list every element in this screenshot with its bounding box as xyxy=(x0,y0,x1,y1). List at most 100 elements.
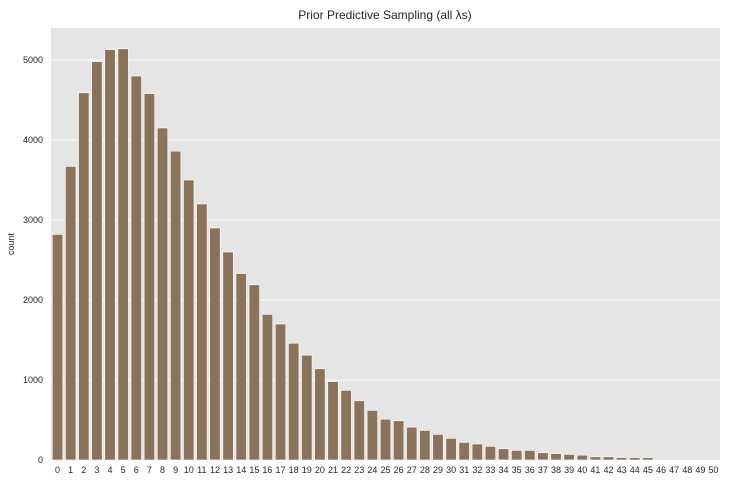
x-tick-label: 6 xyxy=(134,465,139,475)
y-tick-label: 0 xyxy=(38,455,43,465)
bar-18 xyxy=(288,342,300,461)
bar-41 xyxy=(589,456,601,461)
bar-35 xyxy=(511,450,523,461)
x-tick-label: 32 xyxy=(472,465,482,475)
y-tick-label: 5000 xyxy=(23,55,43,65)
x-tick-label: 15 xyxy=(249,465,259,475)
x-tick-label: 28 xyxy=(420,465,430,475)
x-tick-label: 0 xyxy=(55,465,60,475)
bar-1 xyxy=(65,166,77,461)
bar-30 xyxy=(445,438,457,461)
x-tick-label: 44 xyxy=(630,465,640,475)
bar-7 xyxy=(143,93,155,461)
bar-42 xyxy=(602,456,615,461)
y-tick-label: 4000 xyxy=(23,135,43,145)
bar-33 xyxy=(484,446,496,461)
x-tick-label: 25 xyxy=(380,465,390,475)
bar-11 xyxy=(196,203,208,461)
y-axis-label: count xyxy=(6,232,16,255)
x-tick-label: 30 xyxy=(446,465,456,475)
x-tick-label: 5 xyxy=(121,465,126,475)
bar-3 xyxy=(91,61,103,461)
x-tick-label: 12 xyxy=(210,465,220,475)
x-tick-label: 1 xyxy=(68,465,73,475)
x-tick-label: 9 xyxy=(173,465,178,475)
bar-6 xyxy=(130,75,142,461)
bar-39 xyxy=(563,454,575,461)
x-tick-label: 38 xyxy=(551,465,561,475)
bar-26 xyxy=(393,420,405,461)
x-tick-label: 34 xyxy=(499,465,509,475)
x-tick-labels: 0 1 2 3 4 5 6 7 8 9 10 11 12 13 14 15 16 17 18 19 20 21 22 23 24… xyxy=(55,465,718,475)
x-tick-label: 49 xyxy=(695,465,705,475)
bar-5 xyxy=(117,48,129,461)
x-tick-label: 35 xyxy=(512,465,522,475)
chart-title: Prior Predictive Sampling (all λs) xyxy=(298,8,471,22)
x-tick-label: 11 xyxy=(197,465,206,475)
bar-29 xyxy=(432,434,444,461)
x-tick-label: 23 xyxy=(354,465,364,475)
y-tick-label: 3000 xyxy=(23,215,43,225)
bar-37 xyxy=(537,452,549,461)
x-tick-label: 13 xyxy=(223,465,233,475)
bar-0 xyxy=(52,234,64,461)
x-tick-label: 41 xyxy=(590,465,600,475)
bar-14 xyxy=(235,273,247,461)
x-tick-label: 17 xyxy=(276,465,286,475)
y-tick-labels: 0 1000 2000 3000 4000 5000 xyxy=(23,55,43,465)
x-tick-label: 46 xyxy=(656,465,666,475)
bar-38 xyxy=(550,453,562,461)
bar-15 xyxy=(248,284,260,461)
x-tick-label: 16 xyxy=(262,465,272,475)
x-tick-label: 37 xyxy=(538,465,548,475)
x-tick-label: 2 xyxy=(81,465,86,475)
y-tick-label: 2000 xyxy=(23,295,43,305)
x-tick-label: 36 xyxy=(525,465,535,475)
x-tick-label: 50 xyxy=(708,465,718,475)
bar-22 xyxy=(340,390,352,461)
x-tick-label: 8 xyxy=(160,465,165,475)
bar-10 xyxy=(183,179,195,461)
bar-31 xyxy=(458,442,470,461)
bar-27 xyxy=(406,426,418,461)
x-tick-label: 39 xyxy=(564,465,574,475)
x-tick-label: 10 xyxy=(184,465,194,475)
x-tick-label: 24 xyxy=(367,465,377,475)
bar-4 xyxy=(104,49,116,461)
bar-20 xyxy=(314,368,326,461)
x-tick-label: 48 xyxy=(682,465,692,475)
bar-40 xyxy=(576,454,588,461)
bars xyxy=(52,48,719,461)
bar-24 xyxy=(366,410,378,461)
bar-43 xyxy=(616,457,628,461)
bar-23 xyxy=(353,400,365,461)
x-tick-label: 20 xyxy=(315,465,325,475)
bar-47 xyxy=(668,458,680,461)
x-tick-label: 26 xyxy=(394,465,404,475)
x-tick-label: 18 xyxy=(289,465,299,475)
bar-32 xyxy=(471,443,483,461)
bar-34 xyxy=(498,448,510,461)
bar-13 xyxy=(222,251,234,461)
bar-25 xyxy=(379,418,392,461)
x-tick-label: 45 xyxy=(643,465,653,475)
x-tick-label: 47 xyxy=(669,465,679,475)
bar-19 xyxy=(301,354,313,461)
bar-48 xyxy=(681,458,693,461)
x-tick-label: 27 xyxy=(407,465,417,475)
bar-21 xyxy=(327,381,339,461)
bar-2 xyxy=(78,92,90,461)
x-tick-label: 3 xyxy=(94,465,99,475)
x-tick-label: 21 xyxy=(328,465,338,475)
x-tick-label: 19 xyxy=(302,465,312,475)
x-tick-label: 7 xyxy=(147,465,152,475)
x-tick-label: 4 xyxy=(108,465,113,475)
bar-44 xyxy=(629,457,641,461)
bar-46 xyxy=(655,458,667,461)
bar-8 xyxy=(156,127,169,461)
x-tick-label: 33 xyxy=(485,465,495,475)
x-tick-label: 14 xyxy=(236,465,246,475)
bar-17 xyxy=(275,323,287,461)
x-tick-label: 31 xyxy=(459,465,469,475)
